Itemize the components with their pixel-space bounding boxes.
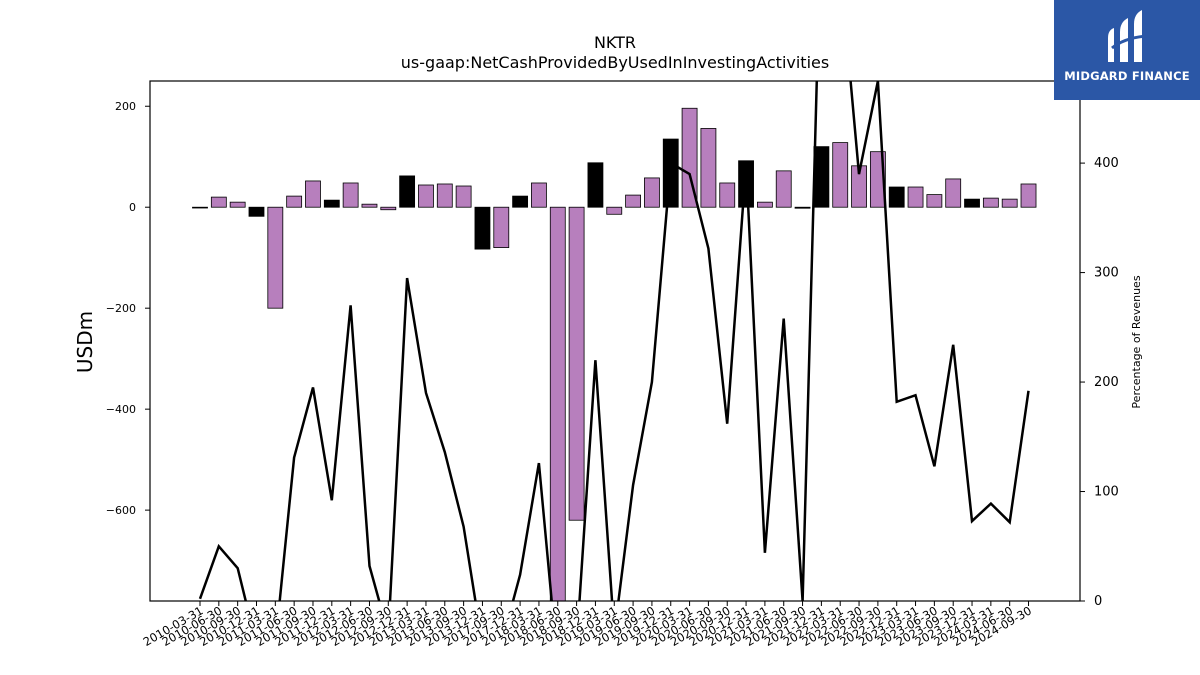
bar-2024-06-30 xyxy=(1001,198,1018,208)
bar-2021-03-31 xyxy=(757,201,773,208)
y-tick-label: −200 xyxy=(106,302,136,315)
bar-2018-12-31 xyxy=(587,162,604,208)
bar-2011-09-30 xyxy=(305,180,321,208)
chart-subtitle: us-gaap:NetCashProvidedByUsedInInvesting… xyxy=(401,53,829,72)
bar-2021-12-31 xyxy=(813,146,830,208)
bar-2011-06-30 xyxy=(286,195,303,208)
y-tick-label: −600 xyxy=(106,504,136,517)
bar-2013-12-31 xyxy=(474,206,491,250)
bar-2020-09-30 xyxy=(719,182,736,208)
y-axis-right: 0 100 200 300 400 xyxy=(1080,156,1119,609)
bar-2012-03-31 xyxy=(342,182,359,208)
y2-tick-label: 300 xyxy=(1094,266,1119,281)
bar-2023-12-31 xyxy=(964,198,980,208)
bar-2011-03-31 xyxy=(267,206,284,309)
bar-2010-09-30 xyxy=(229,201,246,208)
brand-name: MIDGARD FINANCE xyxy=(1064,69,1190,83)
y2-tick-label: 200 xyxy=(1094,375,1119,390)
bar-2013-03-31 xyxy=(418,184,434,208)
bar-2019-09-30 xyxy=(644,177,660,208)
bar-2013-06-30 xyxy=(436,183,453,208)
plot-frame xyxy=(149,80,1081,602)
y-tick-label: −400 xyxy=(106,403,136,416)
bar-2021-06-30 xyxy=(775,170,792,208)
line-layer xyxy=(198,81,1030,601)
bar-2013-09-30 xyxy=(455,185,472,208)
bar-2011-12-31 xyxy=(323,199,340,208)
bar-2020-06-30 xyxy=(700,128,717,208)
y2-tick-label: 100 xyxy=(1094,485,1119,500)
y2-axis-label: Percentage of Revenues xyxy=(1130,275,1143,408)
chart-title: NKTR xyxy=(594,33,636,52)
bar-2018-03-31 xyxy=(531,182,547,208)
y2-tick-label: 400 xyxy=(1094,156,1119,171)
y2-tick-label: 0 xyxy=(1094,594,1102,609)
bar-2012-06-30 xyxy=(361,203,378,208)
bar-2018-06-30 xyxy=(549,206,566,601)
bar-2022-03-31 xyxy=(832,142,849,208)
bar-2010-03-31 xyxy=(192,206,208,209)
bar-2017-09-30 xyxy=(493,206,510,249)
bar-2017-12-31 xyxy=(512,195,529,208)
bar-2012-09-30 xyxy=(380,206,397,211)
bars-layer xyxy=(192,107,1037,601)
y-tick-label: 200 xyxy=(115,100,136,113)
bar-2023-09-30 xyxy=(945,178,962,208)
bar-2024-03-31 xyxy=(982,197,999,208)
bar-2010-12-31 xyxy=(248,206,265,217)
bar-2023-06-30 xyxy=(926,194,943,208)
percentage-line xyxy=(198,81,1030,601)
bar-2020-03-31 xyxy=(681,107,698,208)
bar-2010-06-30 xyxy=(210,196,227,208)
bar-2024-09-30 xyxy=(1020,183,1037,208)
brand-logo: MIDGARD FINANCE xyxy=(1054,0,1200,100)
bar-2022-12-31 xyxy=(888,186,905,208)
bar-2019-03-31 xyxy=(606,206,623,215)
y-axis-label: USDm xyxy=(73,311,97,373)
y-axis-left: −600 −400 −200 0 200 xyxy=(106,100,150,517)
bar-2023-03-31 xyxy=(907,186,924,208)
midgard-logo-icon xyxy=(1108,10,1147,62)
x-axis: 2010-03-312010-06-302010-09-302010-12-31… xyxy=(141,601,1034,649)
bar-2019-06-30 xyxy=(625,194,641,208)
bar-2021-09-30 xyxy=(794,206,811,209)
bar-2012-12-31 xyxy=(399,175,416,208)
y-tick-label: 0 xyxy=(129,201,136,214)
bar-2018-09-30 xyxy=(568,206,585,521)
